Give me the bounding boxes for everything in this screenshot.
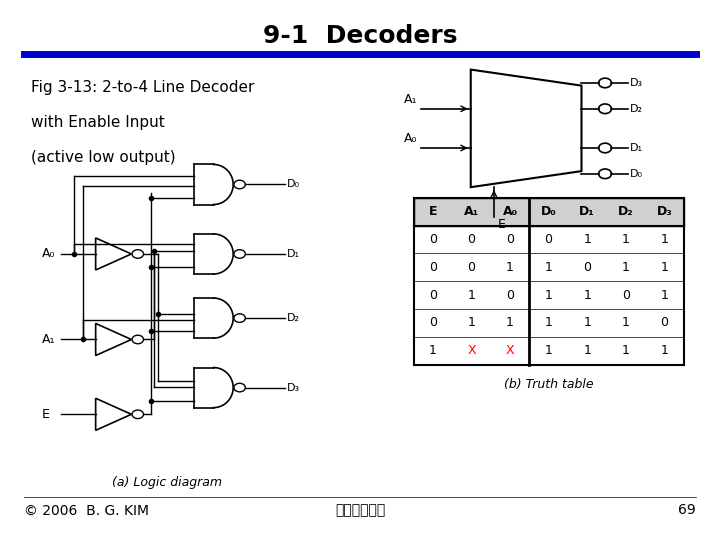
Text: 1: 1 — [583, 288, 591, 302]
Text: D₁: D₁ — [580, 205, 595, 218]
Text: X: X — [505, 344, 514, 357]
Text: E: E — [428, 205, 437, 218]
Text: 0: 0 — [467, 233, 475, 246]
Text: D₂: D₂ — [287, 313, 300, 323]
Text: 1: 1 — [583, 344, 591, 357]
Text: 0: 0 — [660, 316, 668, 329]
Text: with Enable Input: with Enable Input — [32, 115, 165, 130]
Text: 0: 0 — [429, 316, 437, 329]
Text: 0: 0 — [429, 233, 437, 246]
Text: 1: 1 — [506, 261, 514, 274]
Text: E: E — [42, 408, 50, 421]
Text: 1: 1 — [660, 233, 668, 246]
Text: (b) Truth table: (b) Truth table — [504, 378, 593, 391]
Text: 69: 69 — [678, 503, 696, 517]
Text: 1: 1 — [544, 344, 552, 357]
Text: (a) Logic diagram: (a) Logic diagram — [112, 476, 222, 489]
Text: D₀: D₀ — [287, 179, 300, 190]
Text: D₁: D₁ — [630, 143, 643, 153]
Text: 1: 1 — [622, 316, 630, 329]
Text: D₀: D₀ — [541, 205, 557, 218]
Text: 1: 1 — [544, 288, 552, 302]
Text: X: X — [467, 344, 476, 357]
Text: 0: 0 — [429, 261, 437, 274]
Text: 0: 0 — [583, 261, 591, 274]
Text: E: E — [498, 218, 505, 231]
Text: A₀: A₀ — [404, 132, 417, 145]
Text: D₃: D₃ — [287, 382, 300, 393]
Text: D₃: D₃ — [657, 205, 672, 218]
Text: 1: 1 — [583, 316, 591, 329]
Text: 0: 0 — [622, 288, 630, 302]
Text: D₂: D₂ — [618, 205, 634, 218]
Text: Fig 3-13: 2-to-4 Line Decoder: Fig 3-13: 2-to-4 Line Decoder — [32, 80, 255, 95]
Text: 1: 1 — [467, 288, 475, 302]
Text: 0: 0 — [544, 233, 553, 246]
Text: D₂: D₂ — [630, 104, 643, 114]
Text: D₀: D₀ — [630, 169, 643, 179]
Text: A₁: A₁ — [42, 333, 55, 346]
Text: 1: 1 — [467, 316, 475, 329]
Text: 1: 1 — [506, 316, 514, 329]
Text: A₀: A₀ — [42, 247, 55, 260]
Text: 1: 1 — [622, 261, 630, 274]
Text: 1: 1 — [660, 344, 668, 357]
Text: 1: 1 — [583, 233, 591, 246]
Text: 0: 0 — [429, 288, 437, 302]
Text: 0: 0 — [467, 261, 475, 274]
Text: 0: 0 — [506, 288, 514, 302]
Text: 1: 1 — [660, 261, 668, 274]
Text: D₁: D₁ — [287, 249, 300, 259]
Text: 1: 1 — [660, 288, 668, 302]
Text: 1: 1 — [622, 344, 630, 357]
Text: A₁: A₁ — [404, 93, 417, 106]
Text: D₃: D₃ — [630, 78, 643, 88]
Text: 1: 1 — [429, 344, 437, 357]
Text: 1: 1 — [544, 316, 552, 329]
Text: 0: 0 — [506, 233, 514, 246]
Text: (active low output): (active low output) — [32, 150, 176, 165]
Text: 1: 1 — [544, 261, 552, 274]
Bar — [413, 198, 684, 226]
Text: 디지털시스템: 디지털시스템 — [335, 503, 385, 517]
Text: 1: 1 — [622, 233, 630, 246]
Text: A₁: A₁ — [464, 205, 479, 218]
Text: A₀: A₀ — [503, 205, 518, 218]
Text: © 2006  B. G. KIM: © 2006 B. G. KIM — [24, 503, 149, 517]
Text: 9-1  Decoders: 9-1 Decoders — [263, 24, 457, 48]
